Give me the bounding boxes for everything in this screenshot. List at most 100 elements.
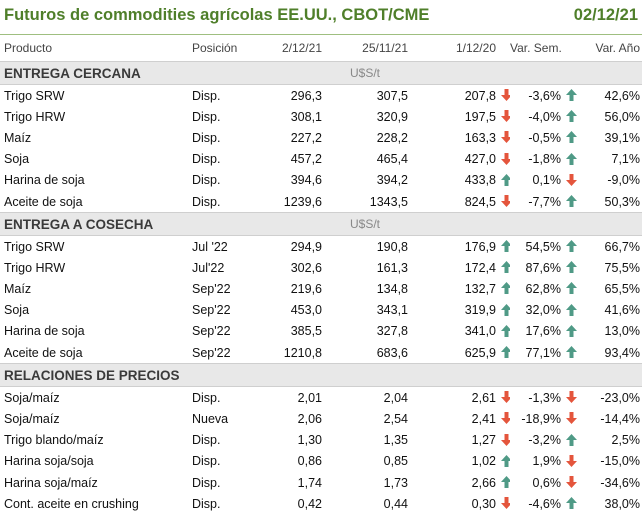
value-2-12-21: 1239,6 <box>283 194 322 209</box>
arrow-down-icon <box>500 152 510 167</box>
value-25-11-21: 2,04 <box>383 390 408 405</box>
year-trend-cell <box>561 321 585 342</box>
section-unit <box>322 363 408 388</box>
week-trend-cell <box>496 236 510 258</box>
product-cell: Soja/maíz <box>4 412 60 427</box>
var-ano-cell: 13,0% <box>604 324 640 339</box>
position-cell: Nueva <box>192 412 229 427</box>
arrow-up-icon <box>500 475 510 490</box>
section-header: ENTREGA CERCANA U$S/t <box>0 61 642 85</box>
value-2-12-21: 1,30 <box>297 433 322 448</box>
section-filler <box>408 212 642 237</box>
var-sem-cell: 32,0% <box>525 303 561 318</box>
year-trend-cell <box>561 472 585 493</box>
position-cell: Jul'22 <box>192 260 225 275</box>
column-header-row: Producto Posición 2/12/21 25/11/21 1/12/… <box>0 35 642 62</box>
section-title: ENTREGA CERCANA <box>0 61 322 85</box>
year-trend-cell <box>561 430 585 451</box>
week-trend-cell <box>496 430 510 451</box>
product-cell: Soja <box>4 303 30 318</box>
table-row: Harina de soja Sep'22 385,5 327,8 341,0 17,6%… <box>0 321 642 342</box>
week-trend-cell <box>496 472 510 493</box>
year-trend-cell <box>561 149 585 170</box>
section-header: ENTREGA A COSECHA U$S/t <box>0 212 642 237</box>
var-sem-cell: -0,5% <box>528 130 561 145</box>
var-ano-cell: 42,6% <box>604 88 640 103</box>
value-2-12-21: 1210,8 <box>283 345 322 360</box>
value-2-12-21: 308,1 <box>290 109 322 124</box>
var-ano-cell: 38,0% <box>604 496 640 511</box>
arrow-up-icon <box>565 110 578 124</box>
arrow-up-icon <box>500 346 510 360</box>
var-sem-cell: 62,8% <box>525 282 561 297</box>
report-header: Futuros de commodities agrícolas EE.UU.,… <box>0 0 642 35</box>
table-row: Trigo SRW Jul '22 294,9 190,8 176,9 54,5% 66,7… <box>0 236 642 258</box>
value-2-12-21: 1,74 <box>297 475 322 490</box>
year-trend-cell <box>561 300 585 321</box>
table-row: Maíz Sep'22 219,6 134,8 132,7 62,8% 65,5% <box>0 279 642 300</box>
section-unit: U$S/t <box>322 61 408 85</box>
value-1-12-20: 1,02 <box>471 454 496 469</box>
var-sem-cell: -1,3% <box>528 390 561 405</box>
table-row: Trigo HRW Disp. 308,1 320,9 197,5 -4,0% 56,0% <box>0 106 642 127</box>
value-2-12-21: 453,0 <box>290 303 322 318</box>
value-1-12-20: 2,66 <box>471 475 496 490</box>
arrow-up-icon <box>500 324 510 339</box>
report-date: 02/12/21 <box>573 6 638 24</box>
value-25-11-21: 465,4 <box>376 152 408 167</box>
arrow-down-icon <box>500 433 510 448</box>
var-ano-cell: -14,4% <box>600 412 640 427</box>
table-row: Soja Sep'22 453,0 343,1 319,9 32,0% 41,6% <box>0 300 642 321</box>
year-trend-cell <box>561 170 585 191</box>
product-cell: Cont. aceite en crushing <box>4 496 139 511</box>
var-sem-cell: -18,9% <box>521 412 561 427</box>
position-cell: Disp. <box>192 88 221 103</box>
var-sem-cell: 17,6% <box>525 324 561 339</box>
value-25-11-21: 683,6 <box>376 345 408 360</box>
year-trend-cell <box>561 387 585 409</box>
futures-table: Producto Posición 2/12/21 25/11/21 1/12/… <box>0 35 642 514</box>
var-ano-cell: 65,5% <box>604 282 640 297</box>
week-trend-cell <box>496 408 510 429</box>
var-sem-cell: 54,5% <box>525 239 561 254</box>
product-cell: Trigo SRW <box>4 88 65 103</box>
value-1-12-20: 172,4 <box>464 260 496 275</box>
var-sem-cell: 87,6% <box>525 260 561 275</box>
arrow-up-icon <box>565 324 578 339</box>
product-cell: Harina de soja <box>4 324 85 339</box>
arrow-up-icon <box>500 282 510 296</box>
year-trend-cell <box>561 408 585 429</box>
arrow-up-icon <box>565 194 578 209</box>
value-25-11-21: 134,8 <box>376 282 408 297</box>
value-1-12-20: 427,0 <box>464 152 496 167</box>
value-1-12-20: 132,7 <box>464 282 496 297</box>
arrow-down-icon <box>500 131 510 145</box>
value-1-12-20: 824,5 <box>464 194 496 209</box>
col-header-date-1: 2/12/21 <box>281 41 322 55</box>
arrow-up-icon <box>500 240 510 254</box>
position-cell: Disp. <box>192 173 221 188</box>
position-cell: Disp. <box>192 475 221 490</box>
year-trend-cell <box>561 191 585 213</box>
arrow-down-icon <box>565 475 578 490</box>
year-trend-cell <box>561 236 585 258</box>
var-sem-cell: 1,9% <box>532 454 562 469</box>
table-row: Aceite de soja Disp. 1239,6 1343,5 824,5 -7,7… <box>0 191 642 213</box>
table-row: Harina soja/maíz Disp. 1,74 1,73 2,66 0,6% -34… <box>0 472 642 493</box>
section-unit: U$S/t <box>322 212 408 237</box>
section-title: ENTREGA A COSECHA <box>0 212 322 237</box>
year-trend-cell <box>561 257 585 278</box>
var-ano-cell: 56,0% <box>604 109 640 124</box>
value-2-12-21: 302,6 <box>290 260 322 275</box>
var-sem-cell: 0,6% <box>532 475 562 490</box>
var-sem-cell: -4,0% <box>528 109 561 124</box>
section-filler <box>408 61 642 85</box>
value-25-11-21: 2,54 <box>383 412 408 427</box>
week-trend-cell <box>496 149 510 170</box>
var-ano-cell: 66,7% <box>604 239 640 254</box>
value-1-12-20: 433,8 <box>464 173 496 188</box>
var-sem-cell: -4,6% <box>528 496 561 511</box>
arrow-up-icon <box>565 152 578 167</box>
year-trend-cell <box>561 451 585 472</box>
value-25-11-21: 1,35 <box>383 433 408 448</box>
